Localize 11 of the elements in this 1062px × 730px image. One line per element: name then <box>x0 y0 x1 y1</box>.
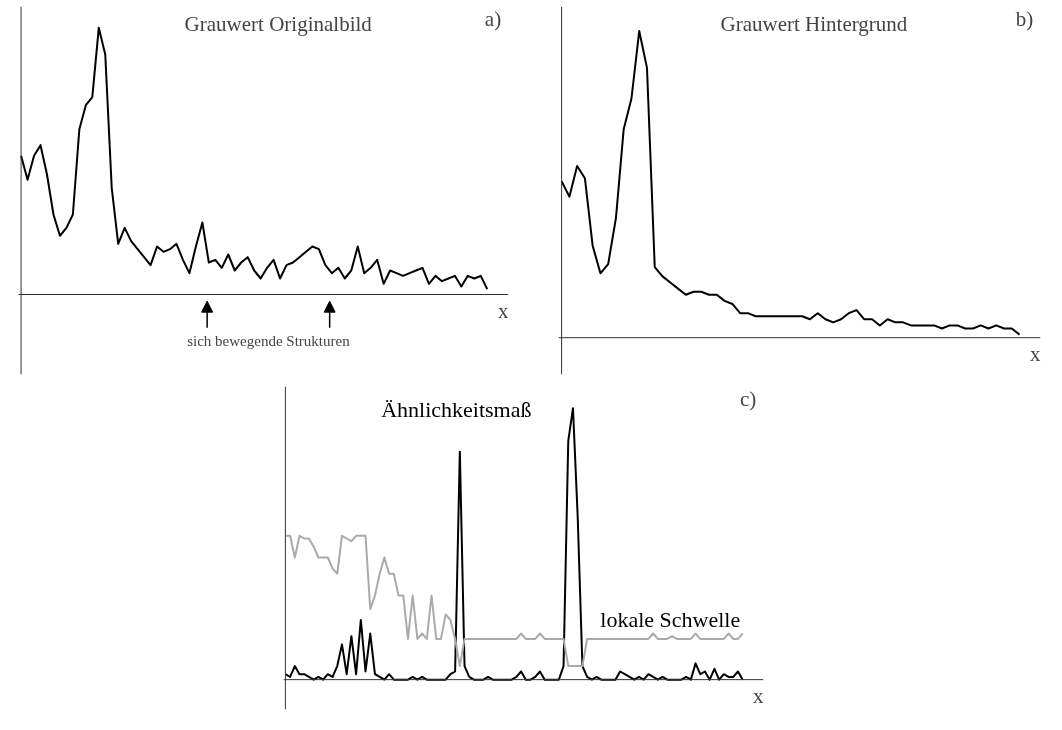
chart-title: Grauwert Originalbild <box>184 12 373 37</box>
text: sich bewegende Strukturen <box>187 333 351 350</box>
chart-title: Grauwert Hintergrund <box>720 12 908 37</box>
x-axis-title: x <box>1030 342 1041 367</box>
annotation: c) <box>739 386 757 411</box>
x-axis-title: x <box>498 298 509 323</box>
series-label: Ähnlichkeitsmaß <box>381 396 532 422</box>
annotation: a) <box>484 6 502 31</box>
text: b) <box>1015 6 1034 31</box>
x-axis-title: x <box>753 683 764 708</box>
series-label: lokale Schwelle <box>600 606 741 632</box>
